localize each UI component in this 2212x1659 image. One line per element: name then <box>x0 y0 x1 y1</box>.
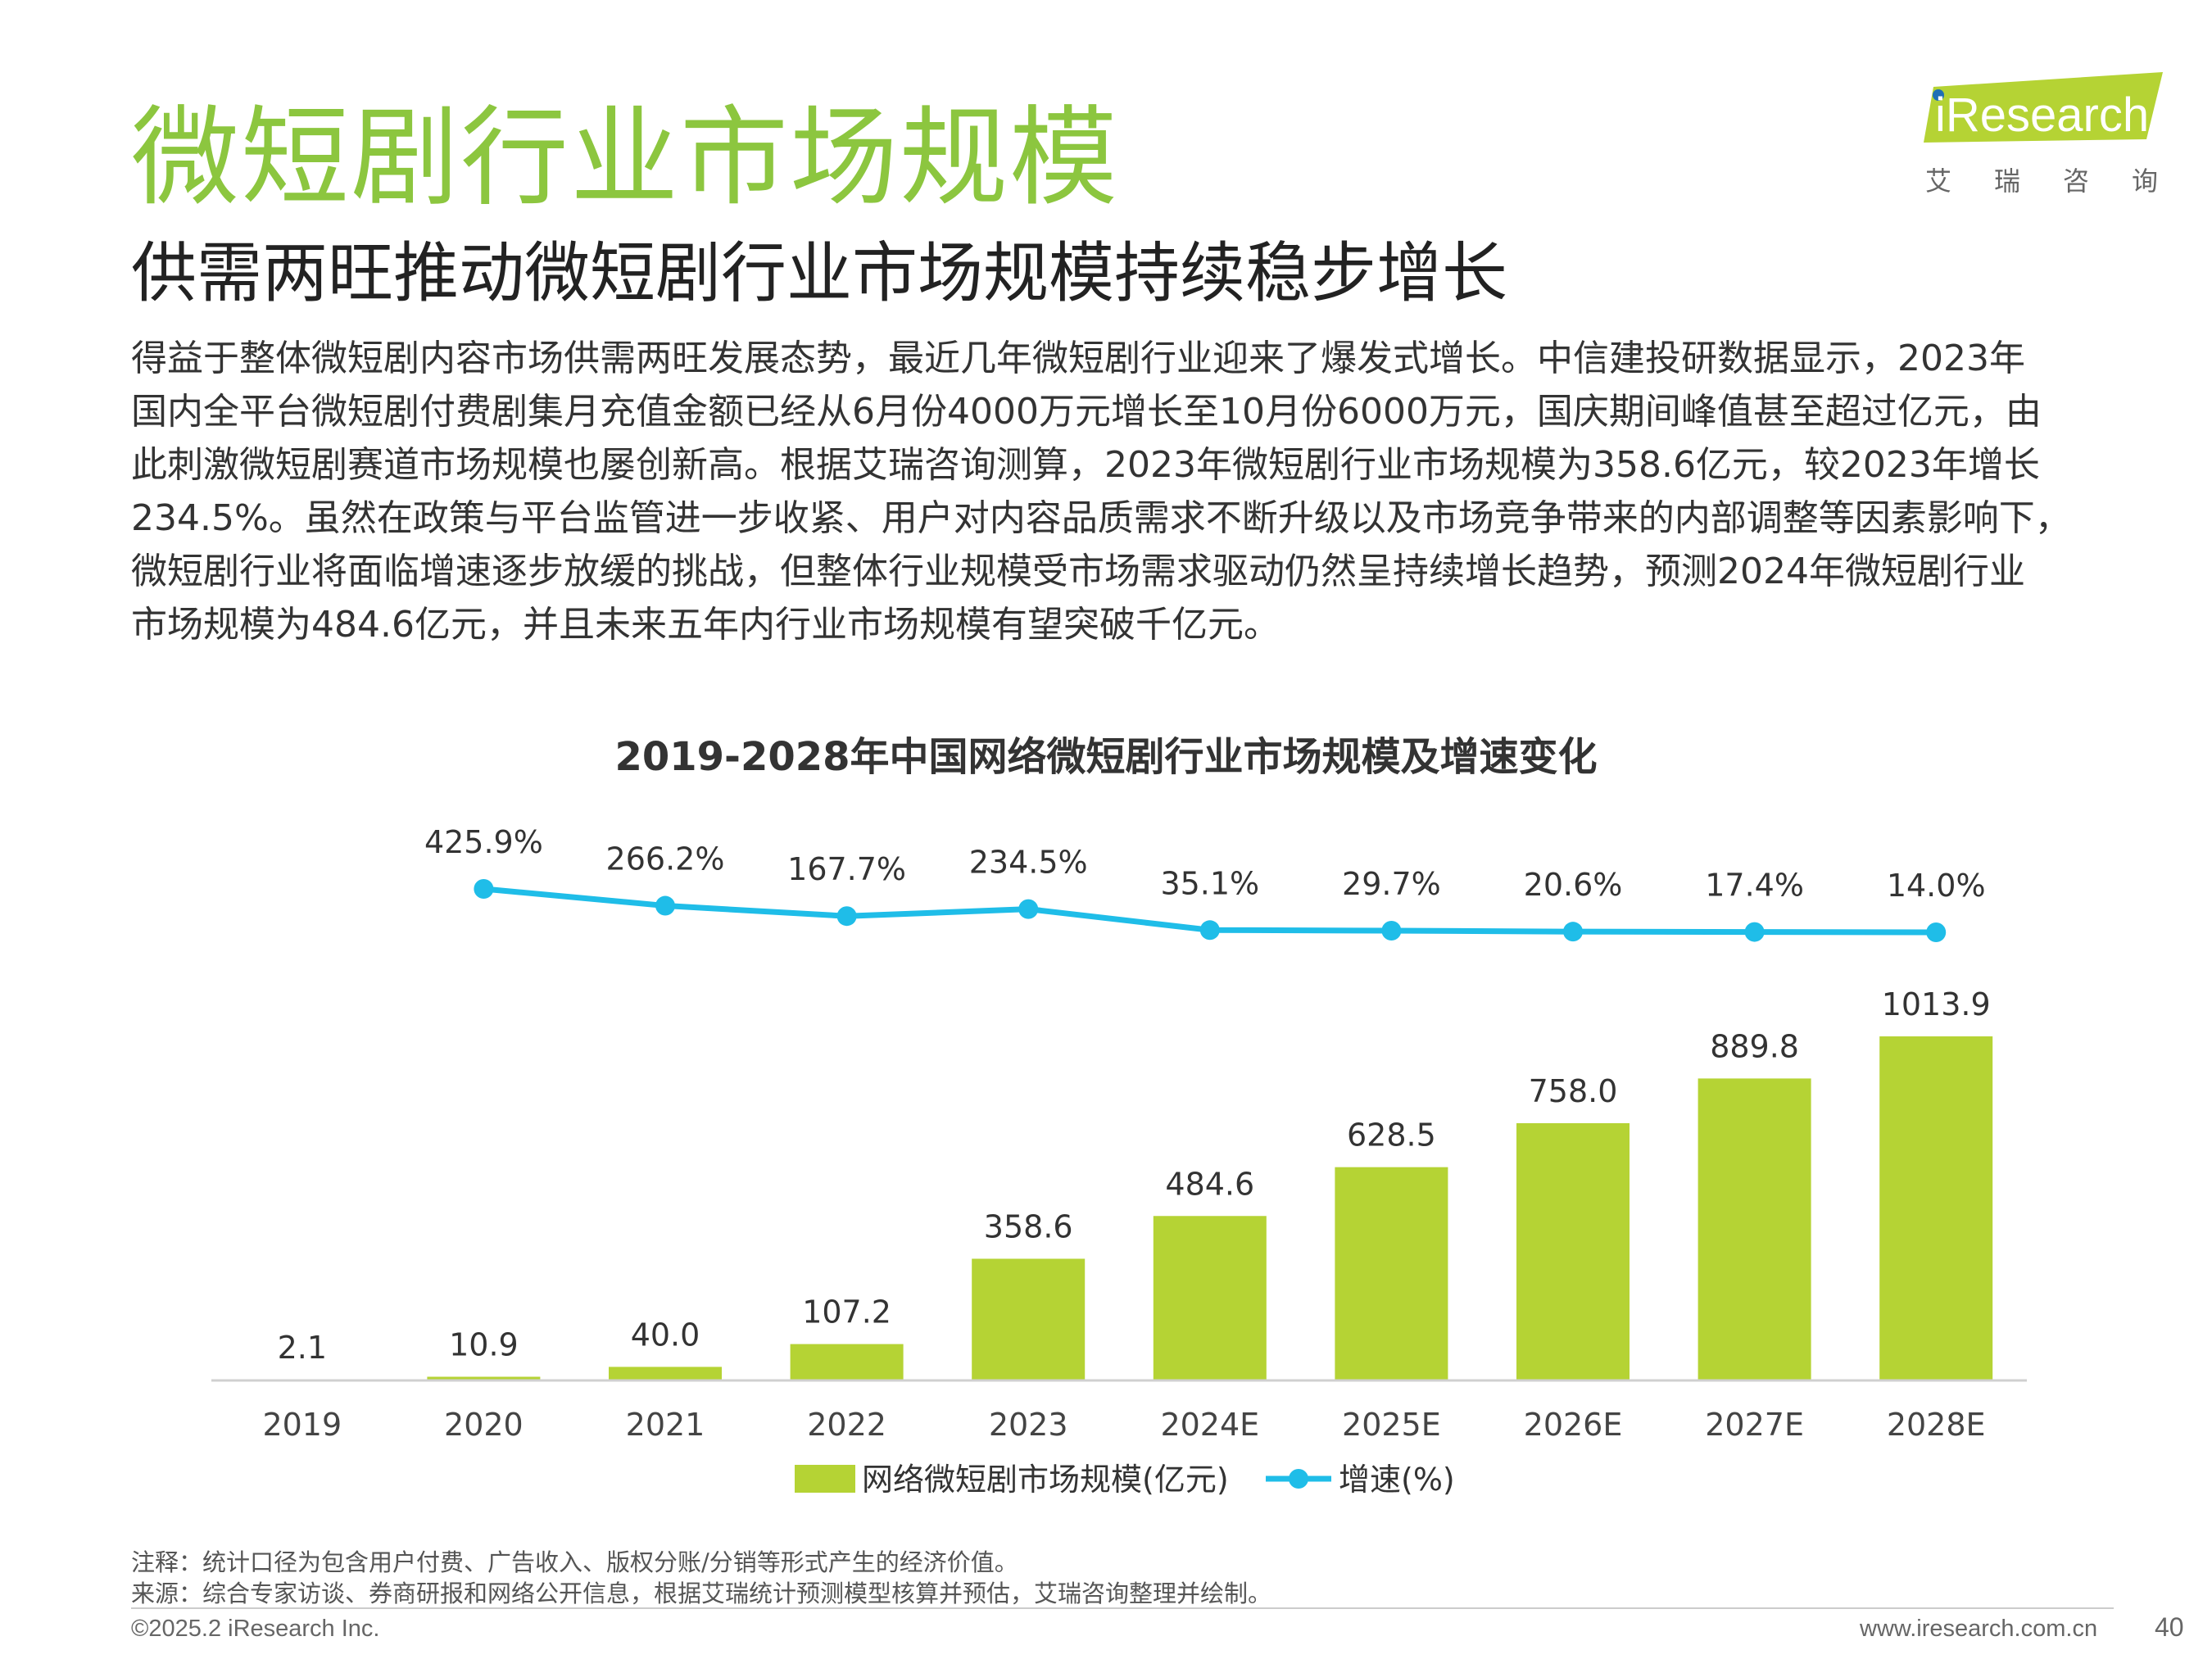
body-line: 国内全平台微短剧付费剧集月充值金额已经从6月份4000万元增长至10月份6000… <box>131 391 2042 433</box>
body-line: 得益于整体微短剧内容市场供需两旺发展态势，最近几年微短剧行业迎来了爆发式增长。中… <box>131 338 2025 379</box>
x-tick-label: 2025E <box>1342 1407 1441 1443</box>
bar <box>972 1258 1086 1380</box>
growth-value-label: 20.6% <box>1524 867 1623 903</box>
page-number: 40 <box>2155 1612 2184 1642</box>
market-size-chart: 2.1 10.9 40.0 107.2 358.6 484.6 628.5 758.0 889.… <box>211 824 2027 1498</box>
legend-bar-label: 网络微短剧市场规模(亿元) <box>862 1462 1229 1498</box>
growth-value-label: 29.7% <box>1342 866 1441 902</box>
growth-point <box>1563 922 1583 942</box>
note-text: 注释：统计口径为包含用户付费、广告收入、版权分账/分销等形式产生的经济价值。 <box>131 1548 1018 1576</box>
growth-point <box>655 895 675 916</box>
bar-value-label: 40.0 <box>631 1317 700 1353</box>
legend-line-marker <box>1289 1469 1308 1489</box>
logo-background <box>1924 72 2163 143</box>
growth-point <box>1199 920 1220 941</box>
legend-bar-swatch <box>795 1465 855 1493</box>
x-tick-label: 2019 <box>262 1407 342 1443</box>
x-tick-label: 2024E <box>1160 1407 1259 1443</box>
growth-value-label: 35.1% <box>1160 865 1259 901</box>
bar-value-label: 484.6 <box>1165 1166 1254 1202</box>
body-line: 市场规模为484.6亿元，并且未来五年内行业市场规模有望突破千亿元。 <box>131 604 1280 646</box>
growth-value-label: 425.9% <box>424 824 543 860</box>
x-tick-label: 2021 <box>626 1407 705 1443</box>
logo-text: iResearch <box>1935 88 2149 142</box>
logo-chinese-name: 艾瑞咨询 <box>1925 165 2201 197</box>
bar <box>1698 1078 1811 1380</box>
bar-value-label: 758.0 <box>1529 1073 1618 1109</box>
footer-website[interactable]: www.iresearch.com.cn <box>1860 1616 2098 1642</box>
growth-point <box>1744 922 1765 942</box>
bar <box>1335 1167 1448 1380</box>
x-tick-label: 2022 <box>807 1407 886 1443</box>
bar <box>609 1367 722 1380</box>
body-line: 此刺激微短剧赛道市场规模也屡创新高。根据艾瑞咨询测算，2023年微短剧行业市场规… <box>131 444 2040 486</box>
chart-notes: 注释：统计口径为包含用户付费、广告收入、版权分账/分销等形式产生的经济价值。 来… <box>131 1547 1271 1609</box>
bar <box>427 1376 541 1380</box>
growth-value-label: 167.7% <box>787 851 906 887</box>
bar-value-label: 628.5 <box>1347 1117 1436 1154</box>
bar <box>1153 1216 1267 1380</box>
bar <box>1516 1123 1630 1380</box>
x-tick-label: 2023 <box>989 1407 1068 1443</box>
chart-title: 2019-2028年中国网络微短剧行业市场规模及增速变化 <box>614 734 1598 780</box>
growth-point <box>474 879 494 899</box>
bar-value-label: 889.8 <box>1710 1028 1799 1064</box>
growth-point <box>1018 899 1039 919</box>
bar-value-label: 1013.9 <box>1882 986 1991 1022</box>
body-line: 微短剧行业将面临增速逐步放缓的挑战，但整体行业规模受市场需求驱动仍然呈持续增长趋… <box>131 551 2025 592</box>
page-title: 微短剧行业市场规模 <box>131 95 1119 221</box>
footer-divider <box>131 1607 2114 1609</box>
growth-value-label: 266.2% <box>606 841 725 877</box>
bar <box>1879 1036 1993 1380</box>
growth-value-label: 17.4% <box>1705 868 1804 904</box>
logo-wordmark: iResearch <box>1924 72 2163 143</box>
logo-dot <box>1933 89 1944 101</box>
growth-point <box>1381 920 1402 941</box>
source-text: 来源：综合专家访谈、券商研报和网络公开信息，根据艾瑞统计预测模型核算并预估，艾瑞… <box>131 1580 1272 1607</box>
body-line: 234.5%。虽然在政策与平台监管进一步收紧、用户对内容品质需求不断升级以及市场… <box>131 497 2071 539</box>
x-tick-label: 2026E <box>1524 1407 1623 1443</box>
footer-copyright: ©2025.2 iResearch Inc. <box>131 1616 380 1642</box>
growth-point <box>1926 922 1947 942</box>
body-paragraph: 得益于整体微短剧内容市场供需两旺发展态势，最近几年微短剧行业迎来了爆发式增长。中… <box>131 332 2114 651</box>
bar-value-label: 10.9 <box>449 1326 519 1362</box>
x-tick-label: 2027E <box>1705 1407 1804 1443</box>
bar-value-label: 107.2 <box>802 1294 891 1330</box>
bar-value-label: 2.1 <box>278 1330 327 1366</box>
x-tick-label: 2028E <box>1887 1407 1986 1443</box>
legend-line-label: 增速(%) <box>1339 1462 1455 1498</box>
page-subtitle: 供需两旺推动微短剧行业市场规模持续稳步增长 <box>131 235 1507 311</box>
iresearch-logo: iResearch 艾瑞咨询 <box>1917 72 2201 197</box>
bar-value-label: 358.6 <box>984 1208 1073 1244</box>
x-tick-label: 2020 <box>444 1407 524 1443</box>
bar <box>790 1344 904 1380</box>
growth-value-label: 14.0% <box>1887 868 1986 904</box>
growth-value-label: 234.5% <box>969 845 1088 881</box>
growth-point <box>836 906 857 927</box>
